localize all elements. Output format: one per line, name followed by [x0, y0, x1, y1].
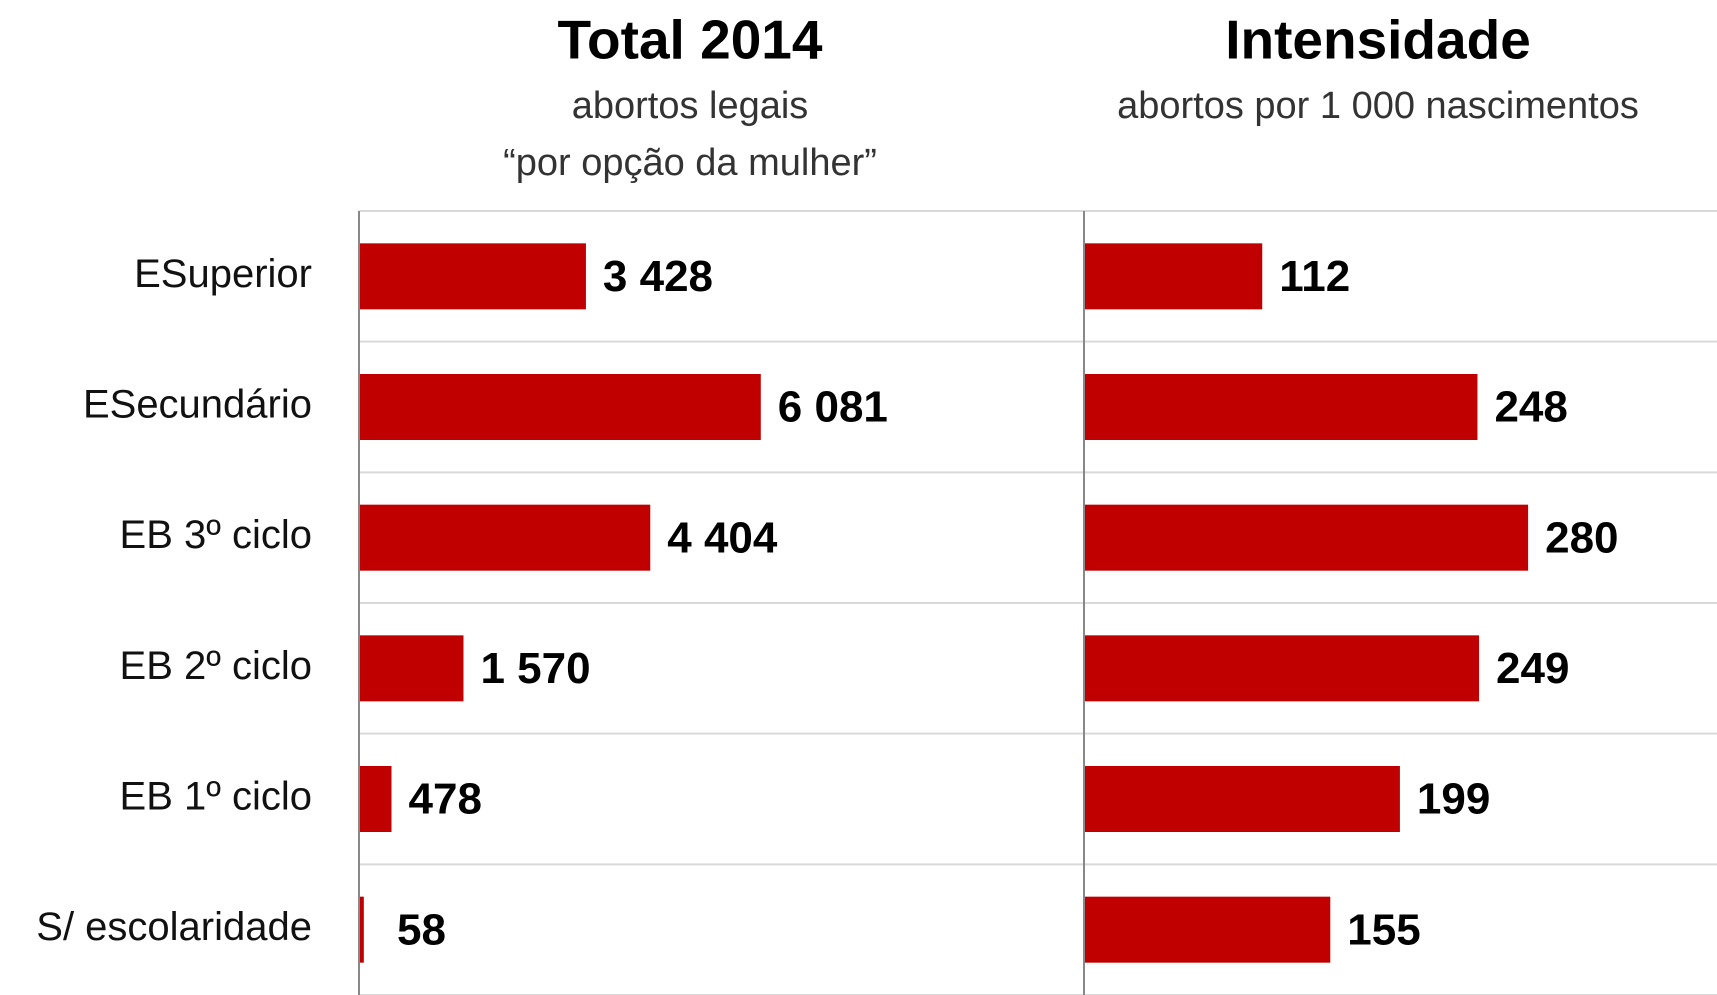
value-label: 4 404: [667, 513, 778, 562]
value-label: 155: [1347, 905, 1420, 954]
value-label: 112: [1279, 252, 1350, 301]
chart-subtitle: abortos por 1 000 nascimentos: [1117, 85, 1639, 127]
value-label: 249: [1496, 644, 1569, 693]
bar: [1085, 504, 1529, 571]
bar: [1085, 374, 1478, 440]
bar: [360, 504, 651, 571]
value-label: 478: [409, 775, 482, 824]
value-label: 199: [1417, 775, 1490, 824]
value-label: 3 428: [603, 252, 713, 301]
chart-subtitle: abortos legais: [572, 85, 809, 127]
bar: [360, 766, 392, 832]
bar: [1085, 896, 1331, 963]
value-label: 280: [1545, 513, 1618, 562]
bar: [360, 374, 761, 440]
bar: [1085, 766, 1400, 832]
category-label: EB 2º ciclo: [120, 644, 312, 688]
chart-title: Total 2014: [558, 9, 823, 71]
category-label: S/ escolaridade: [36, 905, 312, 949]
category-label: ESecundário: [83, 383, 312, 427]
bar: [360, 896, 364, 963]
category-label: EB 1º ciclo: [120, 775, 312, 819]
chart-title: Intensidade: [1225, 9, 1531, 71]
category-label: EB 3º ciclo: [120, 513, 312, 557]
value-label: 6 081: [778, 383, 888, 432]
bar: [1085, 635, 1480, 702]
bar: [360, 635, 464, 702]
value-label: 1 570: [480, 644, 590, 693]
value-label: 248: [1494, 383, 1567, 432]
value-label: 58: [397, 905, 446, 954]
chart-subtitle: “por opção da mulher”: [503, 142, 877, 184]
bar: [1085, 243, 1263, 310]
category-label: ESuperior: [134, 252, 312, 296]
bar: [360, 243, 586, 310]
